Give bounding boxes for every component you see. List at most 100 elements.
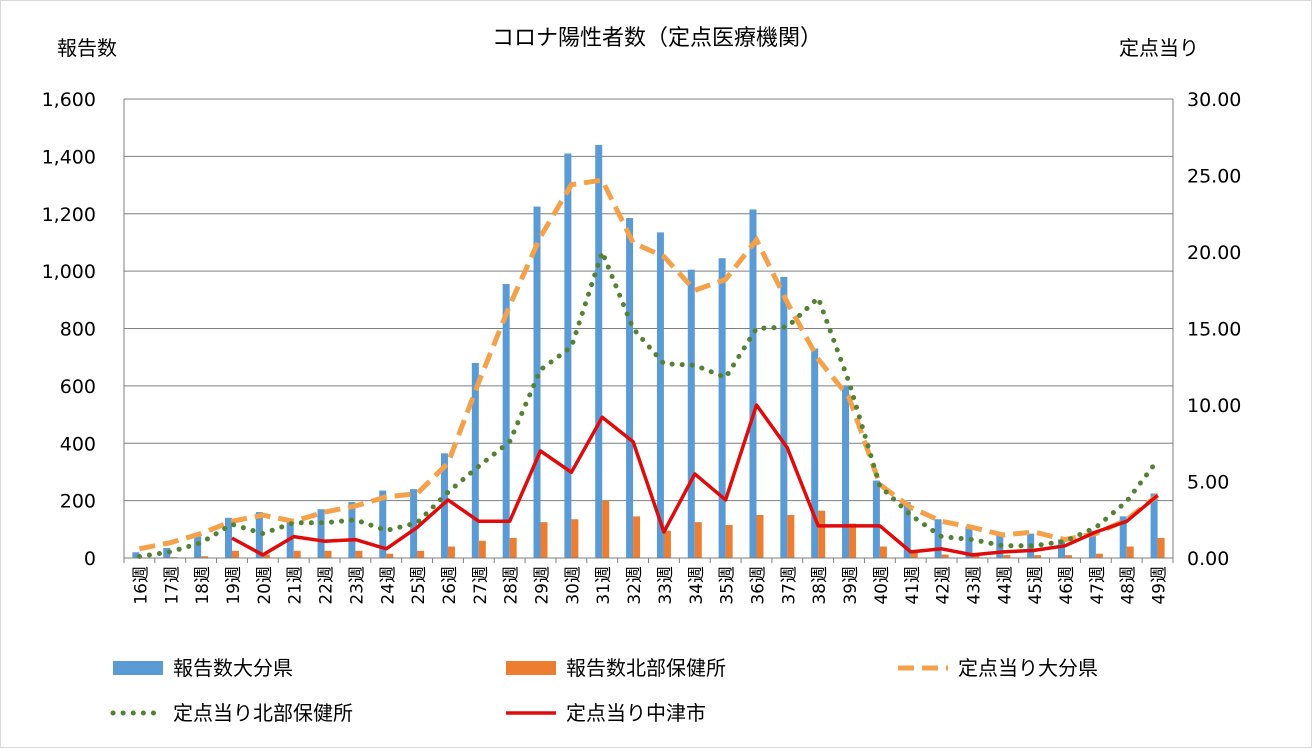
line-north-point [693,363,697,367]
x-tick-label: 40週 [872,566,892,605]
x-tick-label: 21週 [286,566,306,605]
legend-item-line-oita: 定点当り大分県 [898,656,1098,680]
x-tick-label: 46週 [1057,566,1077,605]
x-tick-label: 23週 [347,566,367,605]
line-oita-point [631,241,635,245]
line-oita-point [785,300,789,304]
bar-oita [348,502,356,558]
right-tick-label: 5.00 [1187,472,1229,494]
bar-oita [440,453,448,558]
left-tick-label: 1,200 [42,204,96,226]
bar-oita [255,512,263,558]
right-tick-label: 25.00 [1187,166,1241,188]
bar-oita [471,362,479,558]
legend-swatch [506,661,556,675]
bar-north [355,550,363,558]
line-north-point [1032,544,1036,548]
bar-north [201,556,209,558]
x-tick-label: 37週 [779,566,799,605]
line-oita-point [137,547,141,551]
line-nakatsu-point [322,539,326,543]
line-nakatsu-point [909,550,913,554]
legend-item-bar-oita: 報告数大分県 [113,656,293,680]
line-oita [138,177,1160,552]
axis-layer: 0 200 400 600 800 1,000 1,200 1,400 1,600 0.00 5.0… [42,89,1242,605]
x-tick-label: 33週 [656,566,676,605]
line-north-point [1155,458,1159,462]
line-north-point [261,531,265,535]
left-tick-label: 600 [60,376,96,398]
bar-north [324,550,332,558]
line-north-point [1063,539,1067,543]
line-oita-point [477,380,481,384]
x-tick-label: 39週 [841,566,861,605]
line-north-point [1125,499,1129,503]
x-tick-label: 43週 [964,566,984,605]
bar-north [663,530,671,558]
legend-label: 報告数大分県 [173,656,293,680]
line-oita-point [693,288,697,292]
line-north-point [322,521,326,525]
x-tick-label: 32週 [625,566,645,605]
bar-north [849,523,857,558]
left-tick-label: 0 [84,548,96,570]
line-oita-point [384,495,388,499]
line-oita-point [1001,533,1005,537]
line-oita-point [415,492,419,496]
left-tick-label: 400 [60,433,96,455]
line-nakatsu-point [384,547,388,551]
right-tick-label: 10.00 [1187,395,1241,417]
x-tick-label: 19週 [224,566,244,605]
legend-label: 定点当り北部保健所 [173,701,353,725]
line-north-point [477,464,481,468]
x-tick-label: 47週 [1088,566,1108,605]
line-oita-point [446,461,450,465]
line-north-point [230,522,234,526]
bar-oita [595,144,603,558]
line-north-point [538,368,542,372]
bar-oita [656,232,664,558]
line-oita-point [939,519,943,523]
line-nakatsu-point [847,524,851,528]
line-north-point [384,528,388,532]
bar-layer [132,144,1165,558]
bar-oita [502,284,510,558]
left-tick-label: 1,000 [42,261,96,283]
bar-north [447,546,455,558]
x-tick-label: 25週 [409,566,429,605]
bar-oita [224,517,232,558]
bar-north [694,522,702,558]
line-north-point [168,550,172,554]
x-tick-label: 30週 [563,566,583,605]
bar-north [818,510,826,558]
line-north-point [569,345,573,349]
bar-oita [903,502,911,558]
bar-oita [780,276,788,558]
bar-north [910,552,918,558]
line-oita-point [847,395,851,399]
line-oita-point [909,505,913,509]
bar-oita [132,552,140,558]
left-tick-label: 1,600 [42,89,96,111]
bar-oita [626,218,634,558]
x-tick-label: 24週 [378,566,398,605]
line-north-point [754,326,758,330]
x-tick-label: 27週 [471,566,491,605]
line-north-point [816,296,820,300]
right-tick-label: 30.00 [1187,89,1241,111]
bar-oita [1058,539,1066,558]
bar-north [1065,555,1073,558]
bar-oita [687,269,695,558]
line-nakatsu-point [1125,519,1129,523]
x-tick-label: 31週 [594,566,614,605]
line-oita-point [723,277,727,281]
line-north-point [199,541,203,545]
line-nakatsu-point [538,449,542,453]
line-nakatsu-point [1155,493,1159,497]
line-north-point [600,250,604,254]
line-nakatsu [231,403,1159,557]
line-nakatsu-point [477,519,481,523]
x-tick-label: 38週 [810,566,830,605]
right-axis-title: 定点当り [1119,36,1199,60]
